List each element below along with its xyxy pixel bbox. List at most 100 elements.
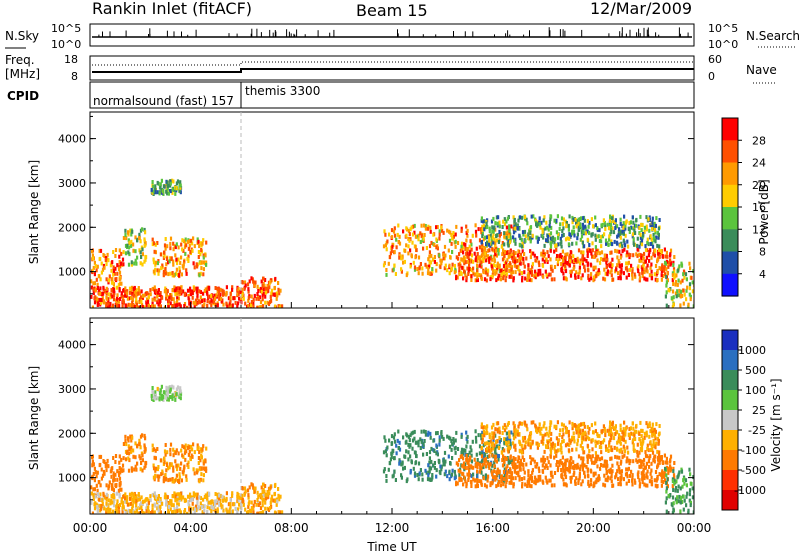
power-cell xyxy=(279,288,282,293)
velocity-cell xyxy=(654,470,658,474)
power-cell xyxy=(482,237,485,242)
velocity-cell xyxy=(655,484,659,489)
power-cell xyxy=(576,259,579,264)
velocity-cell xyxy=(238,502,241,507)
velocity-cell xyxy=(112,475,115,479)
power-cell xyxy=(430,253,433,258)
nave-tick-bottom-right: 0 xyxy=(708,70,715,83)
velocity-cell xyxy=(195,492,198,497)
power-cell xyxy=(527,272,530,277)
power-cell xyxy=(385,272,388,277)
velocity-cell xyxy=(474,429,477,434)
velocity-cell xyxy=(418,471,421,476)
power-cell xyxy=(511,255,514,260)
power-cell xyxy=(679,294,682,299)
power-cell xyxy=(183,244,187,249)
power-cell xyxy=(184,237,187,242)
power-cell xyxy=(264,294,267,299)
velocity-cell xyxy=(498,469,501,474)
velocity-cell xyxy=(132,454,135,459)
velocity-cell xyxy=(648,421,651,426)
power-cell xyxy=(503,253,506,258)
power-cell xyxy=(95,298,98,303)
power-cell xyxy=(488,248,491,253)
power-cell xyxy=(505,268,508,272)
power-cell xyxy=(484,251,487,256)
velocity-cell xyxy=(460,450,463,455)
power-cell xyxy=(157,298,160,303)
power-cell xyxy=(481,224,484,229)
velocity-cell xyxy=(168,502,171,507)
velocity-cell xyxy=(257,503,260,507)
velocity-cell xyxy=(195,468,198,473)
velocity-cell xyxy=(527,481,530,486)
power-cell xyxy=(656,259,659,264)
power-cell xyxy=(400,269,403,274)
power-cell xyxy=(168,259,171,264)
velocity-cell xyxy=(435,451,438,456)
velocity-cell xyxy=(657,462,660,467)
velocity-cell xyxy=(548,430,551,434)
power-cell xyxy=(200,248,203,252)
velocity-cell xyxy=(657,458,660,463)
velocity-cell xyxy=(180,448,183,453)
velocity-cell xyxy=(234,506,237,511)
power-cell xyxy=(192,300,195,305)
velocity-cell xyxy=(161,501,164,506)
velocity-cell xyxy=(483,452,487,457)
power-cell xyxy=(92,281,95,286)
power-cell xyxy=(497,215,500,220)
velocity-cell xyxy=(181,444,184,449)
velocity-cell xyxy=(264,500,267,505)
power-cell xyxy=(388,232,391,237)
power-cell xyxy=(597,234,600,239)
power-cell xyxy=(538,222,541,227)
velocity-cell xyxy=(625,467,628,472)
velocity-cell xyxy=(129,501,133,506)
power-cell xyxy=(489,233,492,238)
velocity-cell xyxy=(179,466,182,471)
power-cell xyxy=(141,247,144,252)
power-cell xyxy=(95,268,98,273)
velocity-cell xyxy=(97,504,100,508)
velocity-cell xyxy=(113,496,116,501)
power-cell xyxy=(479,259,482,264)
power-cell xyxy=(507,239,510,244)
power-cell xyxy=(610,239,613,244)
velocity-cell xyxy=(266,506,269,511)
power-cell xyxy=(574,217,577,222)
velocity-cell xyxy=(187,460,190,465)
power-cell xyxy=(621,229,624,234)
power-cell xyxy=(617,230,620,235)
velocity-cell xyxy=(584,437,588,442)
power-cell xyxy=(386,239,389,244)
velocity-cell xyxy=(229,504,232,509)
velocity-cell xyxy=(421,477,424,482)
velocity-cell xyxy=(94,494,97,499)
power-cell xyxy=(638,231,641,236)
velocity-cell xyxy=(595,459,598,464)
power-cell xyxy=(464,273,467,278)
velocity-cell xyxy=(523,476,526,481)
power-cell xyxy=(562,276,565,281)
velocity-cell xyxy=(522,467,525,472)
power-cell xyxy=(583,257,586,262)
velocity-cell xyxy=(529,433,532,438)
velocity-cell xyxy=(592,481,596,486)
velocity-cell xyxy=(659,455,662,460)
power-cell xyxy=(561,221,564,226)
velocity-cell xyxy=(616,430,619,435)
velocity-cell xyxy=(174,397,177,402)
power-cell xyxy=(690,275,693,280)
power-cell xyxy=(184,251,187,256)
velocity-cell xyxy=(592,430,595,435)
power-cell xyxy=(486,255,489,260)
power-cell xyxy=(558,227,561,231)
power-cell xyxy=(622,238,625,243)
power-cell xyxy=(395,237,398,242)
velocity-cell xyxy=(111,483,114,488)
velocity-cell xyxy=(203,508,206,513)
nsky-tick-top-left: 10^5 xyxy=(51,22,81,35)
power-cell xyxy=(454,232,457,237)
power-cell xyxy=(160,188,163,193)
